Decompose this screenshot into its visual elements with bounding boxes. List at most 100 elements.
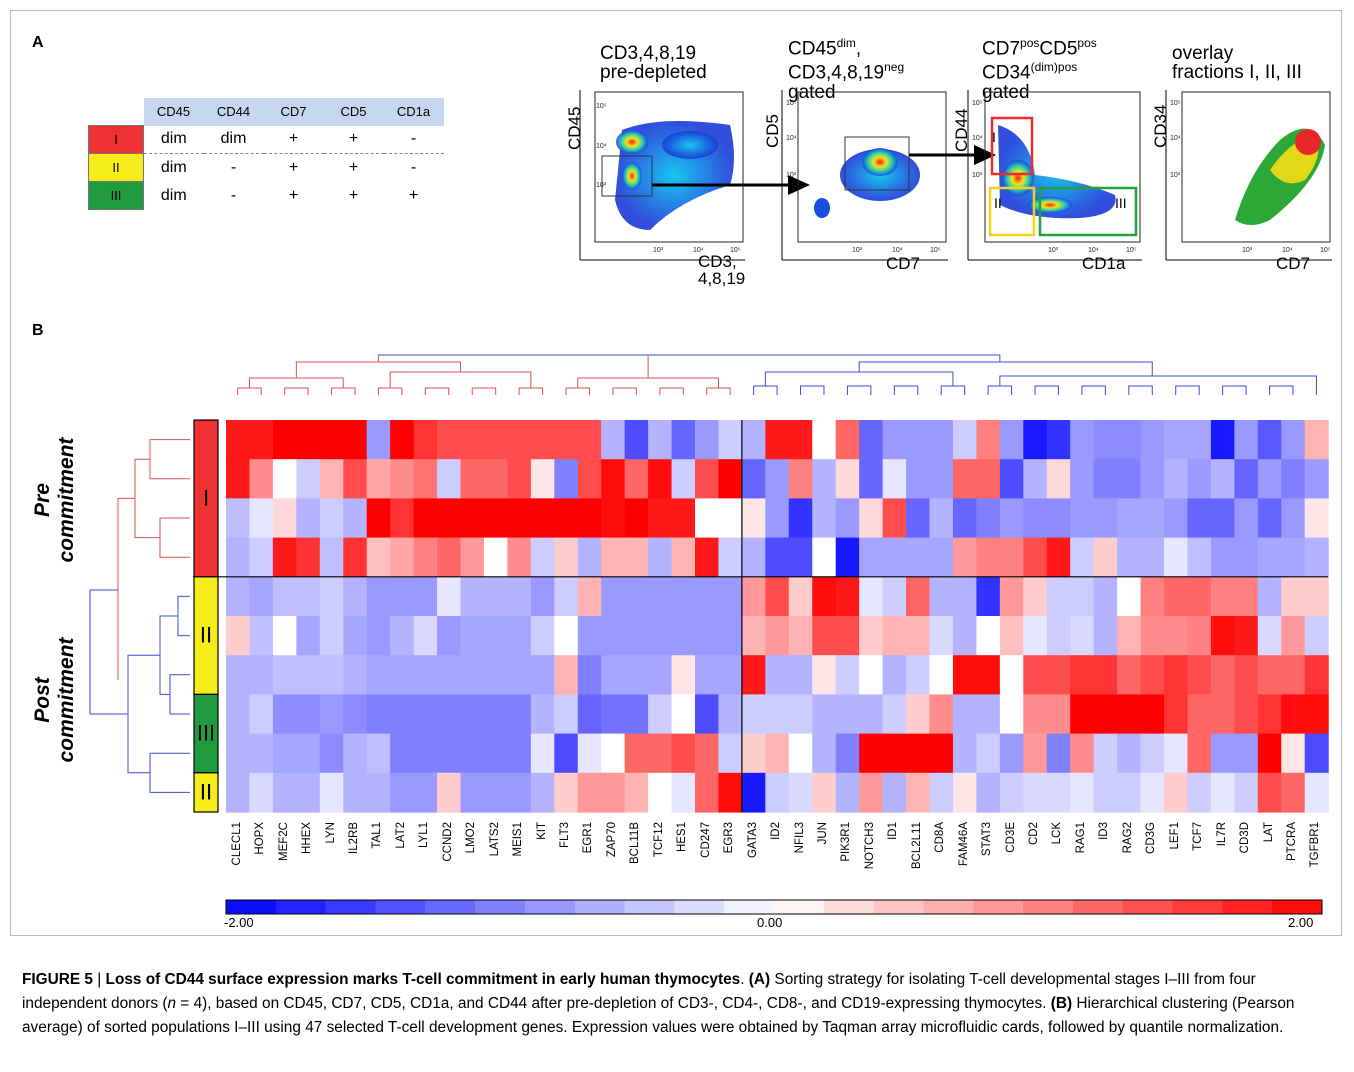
heatmap-cell — [999, 616, 1024, 656]
heatmap-cell — [226, 420, 251, 460]
heatmap-cell — [882, 537, 907, 578]
heatmap-cell — [1093, 498, 1118, 539]
marker-value: + — [348, 158, 359, 176]
heatmap-cell — [1140, 498, 1165, 539]
heatmap-cell — [624, 772, 649, 813]
heatmap-cell — [859, 655, 884, 695]
heatmap-cell — [1210, 694, 1235, 735]
heatmap-cell — [718, 694, 743, 735]
heatmap-cell — [601, 576, 626, 617]
heatmap-cell — [906, 537, 931, 578]
caption-separator: | — [92, 971, 106, 988]
gene-label: STAT3 — [981, 822, 994, 857]
heatmap-cell — [1140, 772, 1165, 813]
heatmap-cell — [319, 576, 344, 617]
heatmap-cell — [976, 498, 1001, 539]
heatmap-cell — [695, 459, 720, 499]
heatmap-cell — [1140, 420, 1165, 460]
heatmap-cell — [437, 616, 462, 656]
heatmap-cell — [999, 420, 1024, 460]
heatmap-cell — [1281, 616, 1306, 656]
heatmap-cell — [741, 498, 766, 539]
gene-label: PTCRA — [1285, 822, 1298, 861]
heatmap-cell — [952, 537, 977, 578]
heatmap-cell — [906, 772, 931, 813]
heatmap-cell — [343, 694, 368, 735]
colorbar-min-label: -2.00 — [224, 915, 254, 930]
svg-text:10³: 10³ — [972, 172, 983, 179]
heatmap-cell — [624, 420, 649, 460]
heatmap-cell — [999, 655, 1024, 695]
heatmap-cell — [648, 694, 673, 735]
heatmap-cell — [1070, 498, 1095, 539]
heatmap-cell — [718, 420, 743, 460]
heatmap-cell — [577, 772, 602, 813]
colorbar-step — [724, 900, 775, 914]
gene-label: TCF12 — [652, 822, 665, 858]
heatmap-cell — [624, 655, 649, 695]
heatmap-cell — [530, 772, 555, 813]
heatmap-cell — [859, 498, 884, 539]
heatmap-cell — [718, 655, 743, 695]
heatmap-cell — [1093, 733, 1118, 774]
heatmap-cell — [554, 655, 579, 695]
heatmap-cell — [882, 576, 907, 617]
heatmap-cell — [835, 655, 860, 695]
colorbar-mid-label: 0.00 — [757, 915, 783, 930]
pre-commitment-label: Pre commitment — [31, 437, 78, 563]
heatmap-cell — [1304, 616, 1329, 656]
heatmap-cell — [1210, 459, 1235, 499]
gene-label: LYN — [324, 822, 337, 844]
flow-plot4 — [1165, 90, 1332, 261]
heatmap-cell — [1257, 616, 1282, 656]
heatmap-cell — [1210, 772, 1235, 813]
heatmap-cell — [671, 655, 696, 695]
heatmap-cell — [554, 576, 579, 617]
heatmap-cell — [1234, 772, 1259, 813]
heatmap-cell — [1281, 733, 1306, 774]
heatmap-cell — [272, 576, 297, 617]
colorbar-step — [774, 900, 825, 914]
heatmap-cell — [390, 694, 415, 735]
heatmap-cell — [1210, 420, 1235, 460]
caption-text-a: Sorting strategy for isolating T-cell de… — [22, 971, 1256, 1012]
svg-text:10³: 10³ — [786, 172, 797, 179]
heatmap-cell — [835, 772, 860, 813]
heatmap-cell — [859, 694, 884, 735]
heatmap-cell — [272, 616, 297, 656]
heatmap-cell — [249, 616, 274, 656]
heatmap-cell — [1257, 459, 1282, 499]
heatmap-cell — [296, 694, 321, 735]
heatmap-cell — [1093, 420, 1118, 460]
heatmap-cell — [1117, 772, 1142, 813]
heatmap-cell — [906, 655, 931, 695]
post-commitment-label: Post commitment — [31, 637, 78, 763]
marker-header: CD45 — [143, 98, 204, 126]
heatmap-cell — [483, 733, 508, 774]
colorbar-step — [1222, 900, 1273, 914]
gene-label: NFIL3 — [793, 822, 806, 854]
heatmap-cell — [390, 498, 415, 539]
heatmap-cell — [1187, 537, 1212, 578]
heatmap-cell — [648, 420, 673, 460]
heatmap-cell — [413, 655, 438, 695]
heatmap-cell — [483, 576, 508, 617]
heatmap-cell — [1187, 459, 1212, 499]
heatmap-cell — [718, 576, 743, 617]
heatmap-cell — [906, 576, 931, 617]
heatmap-cell — [226, 772, 251, 813]
heatmap-cell — [343, 420, 368, 460]
heatmap-cell — [999, 576, 1024, 617]
heatmap-cell — [788, 655, 813, 695]
flow-plot3-xlabel: CD1a — [1082, 254, 1126, 273]
heatmap-cell — [718, 537, 743, 578]
heatmap-cell — [1023, 733, 1048, 774]
heatmap-cell — [765, 537, 790, 578]
heatmap-cell — [976, 576, 1001, 617]
heatmap-cell — [437, 733, 462, 774]
colorbar-border — [225, 899, 1323, 915]
gene-label: TAL1 — [371, 822, 384, 849]
heatmap-cell — [1210, 537, 1235, 578]
heatmap-cell — [390, 655, 415, 695]
